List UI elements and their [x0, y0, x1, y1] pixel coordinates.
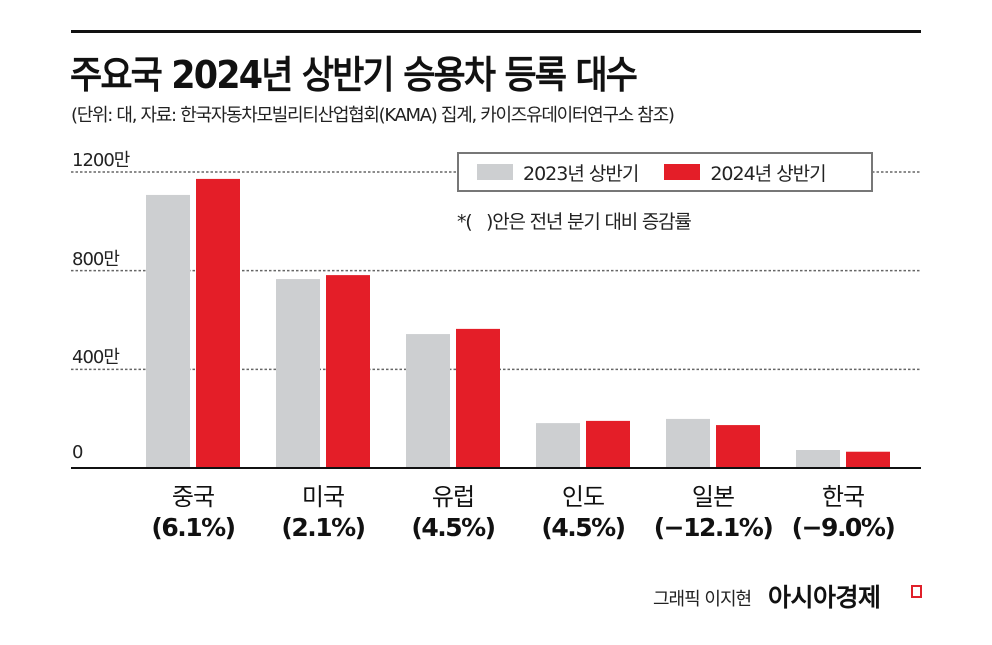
category-label: 중국 (6.1%) [128, 482, 258, 544]
legend-item-2024: 2024년 상반기 [664, 159, 827, 186]
bar-2024 [586, 420, 630, 468]
category-name: 한국 [821, 483, 865, 511]
y-tick-label: 400만 [72, 347, 120, 369]
brand-logo: 아시아경제 [768, 583, 881, 612]
bar-2024 [326, 275, 370, 468]
category-name: 인도 [561, 483, 605, 511]
legend-item-2023: 2023년 상반기 [477, 159, 639, 186]
chart-title: 주요국 2024년 상반기 승용차 등록 대수 [70, 53, 638, 97]
y-tick-label: 800만 [72, 248, 120, 270]
bar-2024 [456, 328, 500, 468]
bar-2024 [716, 425, 760, 468]
graphic-credit: 그래픽 이지현 [653, 589, 752, 610]
bars [146, 178, 890, 468]
y-tick-label: 1200만 [72, 150, 130, 171]
category-change-rate: (6.1%) [151, 513, 236, 542]
category-name: 미국 [301, 483, 345, 511]
chart-subtitle: (단위: 대, 자료: 한국자동차모빌리티산업협회(KAMA) 집계, 카이즈유… [71, 105, 675, 126]
bar-2023 [796, 449, 840, 468]
category-change-rate: (−9.0%) [791, 513, 896, 542]
category-label: 미국 (2.1%) [258, 482, 388, 544]
category-change-rate: (2.1%) [281, 513, 366, 542]
category-label: 인도 (4.5%) [518, 482, 648, 544]
bar-2023 [666, 418, 710, 468]
bar-2024 [196, 178, 240, 468]
bar-2023 [536, 423, 580, 468]
category-label: 한국 (−9.0%) [778, 482, 908, 544]
category-change-rate: (4.5%) [411, 513, 496, 542]
category-name: 중국 [171, 483, 215, 511]
category-change-rate: (−12.1%) [653, 513, 774, 542]
legend: 2023년 상반기 2024년 상반기 [457, 152, 873, 192]
brand-mark-icon [911, 585, 922, 598]
footnote: *( )안은 전년 분기 대비 증감률 [457, 211, 692, 233]
category-label: 유럽 (4.5%) [388, 482, 518, 544]
legend-label-2023: 2023년 상반기 [523, 162, 639, 185]
category-change-rate: (4.5%) [541, 513, 626, 542]
legend-swatch-2024 [664, 164, 701, 180]
bar-2023 [406, 334, 450, 468]
bar-2023 [146, 194, 190, 468]
bar-2023 [276, 279, 320, 468]
legend-swatch-2023 [477, 164, 513, 180]
legend-label-2024: 2024년 상반기 [710, 162, 826, 185]
category-label: 일본 (−12.1%) [648, 482, 778, 544]
category-name: 일본 [691, 483, 735, 511]
top-rule [71, 30, 921, 33]
bar-2024 [846, 451, 890, 468]
y-tick-label: 0 [72, 442, 83, 463]
category-name: 유럽 [431, 483, 475, 511]
